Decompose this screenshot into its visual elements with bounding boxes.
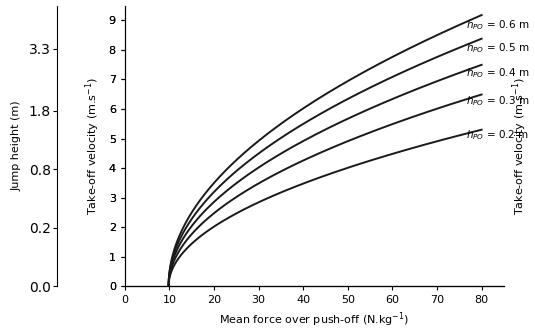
Y-axis label: Jump height (m): Jump height (m) (12, 100, 22, 191)
X-axis label: Mean force over push-off (N.kg$^{-1}$): Mean force over push-off (N.kg$^{-1}$) (219, 311, 409, 329)
Y-axis label: Take-off velocity (m.s$^{-1}$): Take-off velocity (m.s$^{-1}$) (511, 77, 530, 215)
Text: $h_{PO}$ = 0.6 m: $h_{PO}$ = 0.6 m (466, 18, 529, 32)
Y-axis label: Take-off velocity (m.s$^{-1}$): Take-off velocity (m.s$^{-1}$) (83, 77, 102, 215)
Text: $h_{PO}$ = 0.4 m: $h_{PO}$ = 0.4 m (466, 66, 529, 80)
Text: $h_{PO}$ = 0.5 m: $h_{PO}$ = 0.5 m (466, 41, 529, 55)
Text: $h_{PO}$ = 0.3 m: $h_{PO}$ = 0.3 m (466, 94, 529, 108)
Text: $h_{PO}$ = 0.2 m: $h_{PO}$ = 0.2 m (466, 129, 529, 142)
